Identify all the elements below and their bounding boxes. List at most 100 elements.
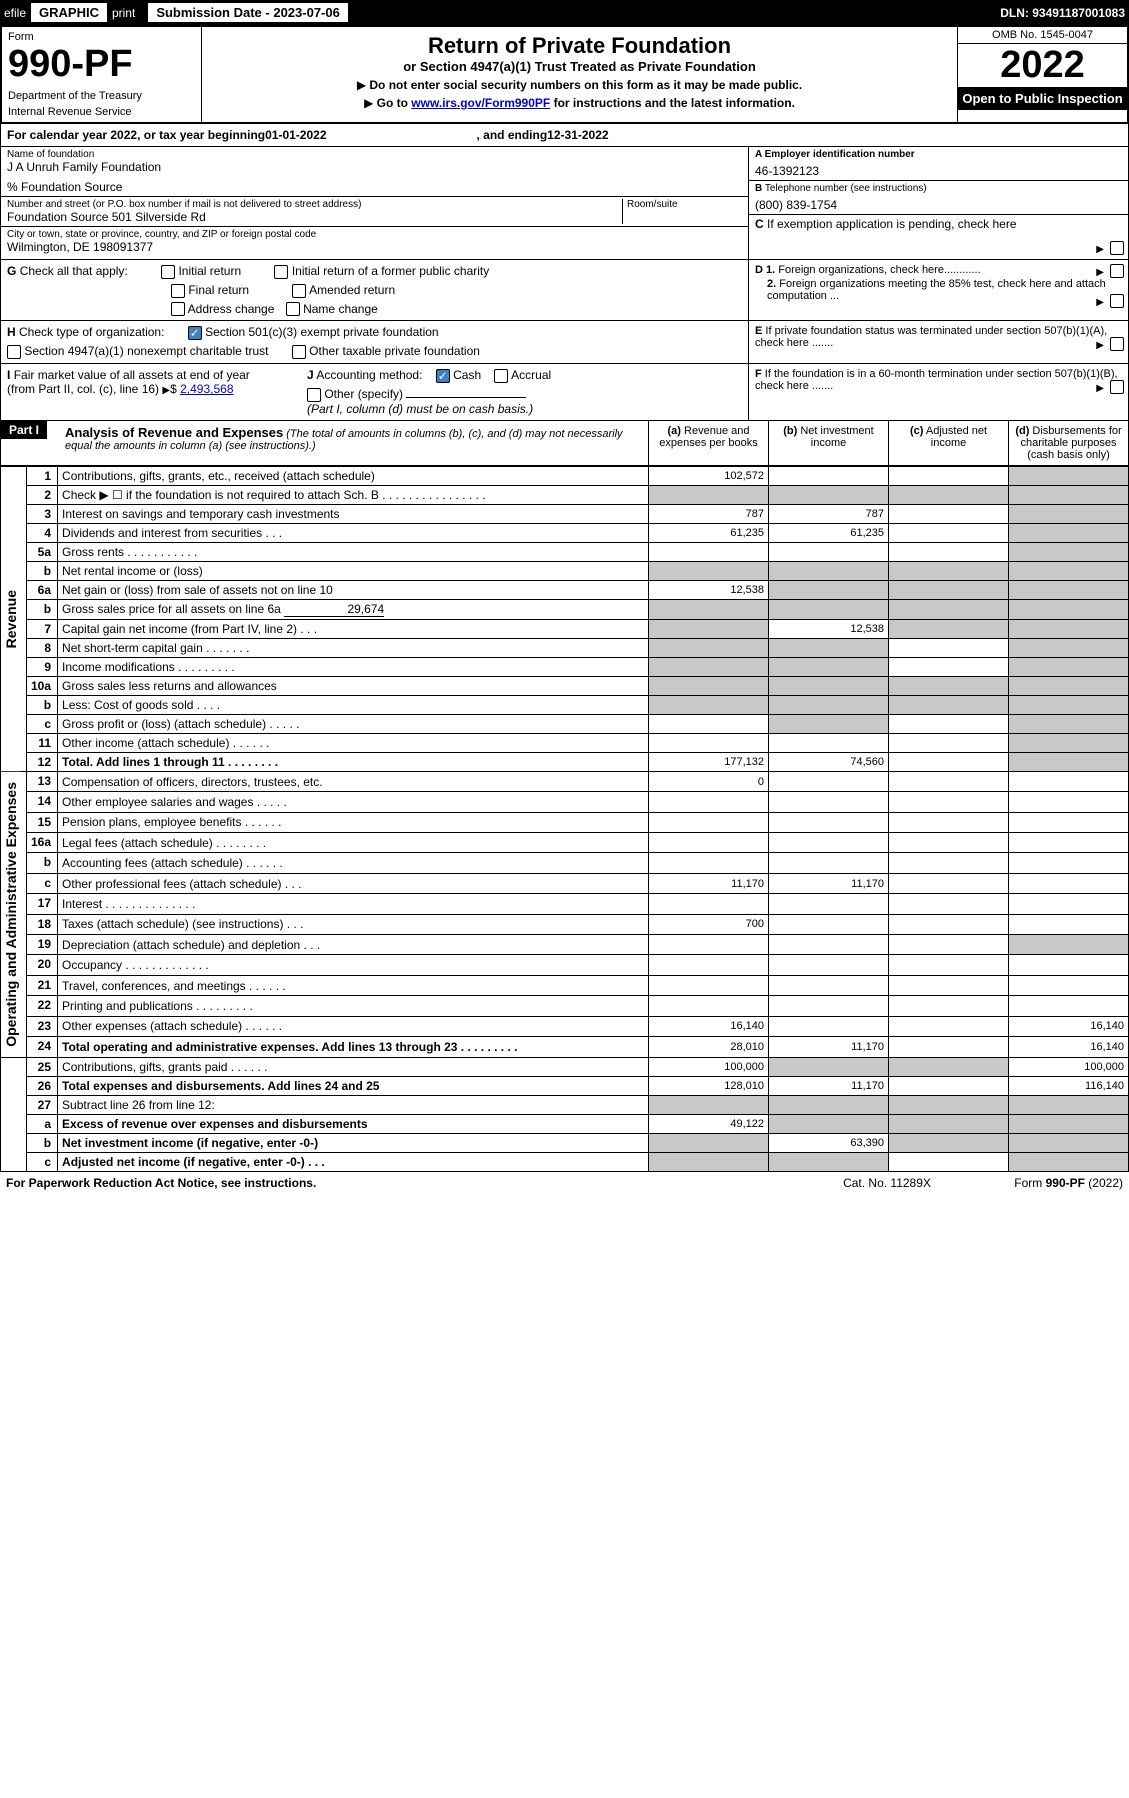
other-method-checkbox[interactable] (307, 388, 321, 402)
amended-return-checkbox[interactable] (292, 284, 306, 298)
value-cell-a (649, 812, 769, 832)
value-cell-d: 16,140 (1009, 1037, 1129, 1058)
c-letter: C (755, 217, 764, 231)
line-description: Other employee salaries and wages . . . … (58, 792, 649, 812)
table-row: 3Interest on savings and temporary cash … (1, 504, 1129, 523)
dln-value: 93491187001083 (1032, 6, 1125, 20)
foreign-85-checkbox[interactable] (1110, 294, 1124, 308)
foreign-org-checkbox[interactable] (1110, 264, 1124, 278)
value-cell-d (1009, 733, 1129, 752)
value-cell-c (889, 695, 1009, 714)
value-cell-a (649, 935, 769, 955)
501c3-checkbox[interactable] (188, 326, 202, 340)
status-terminated-checkbox[interactable] (1110, 337, 1124, 351)
table-row: 9Income modifications . . . . . . . . . (1, 657, 1129, 676)
value-cell-c (889, 1037, 1009, 1058)
value-cell-c (889, 996, 1009, 1016)
value-cell-c (889, 638, 1009, 657)
inst-tail: for instructions and the latest informat… (550, 96, 795, 110)
value-cell-c (889, 914, 1009, 934)
4947-checkbox[interactable] (7, 345, 21, 359)
line-number: 3 (27, 504, 58, 523)
initial-former-checkbox[interactable] (274, 265, 288, 279)
value-cell-b (769, 695, 889, 714)
final-return-checkbox[interactable] (171, 284, 185, 298)
paperwork-notice: For Paperwork Reduction Act Notice, see … (6, 1176, 316, 1190)
form-number: 990-PF (8, 43, 195, 86)
i-letter: I (7, 368, 10, 382)
other-method-label: Other (specify) (324, 387, 403, 401)
exemption-pending-checkbox[interactable] (1110, 241, 1124, 255)
form990pf-link[interactable]: www.irs.gov/Form990PF (411, 96, 550, 110)
table-row: 7Capital gain net income (from Part IV, … (1, 619, 1129, 638)
value-cell-b (769, 599, 889, 619)
value-cell-b: 61,235 (769, 523, 889, 542)
line-number: 24 (27, 1037, 58, 1058)
line-number: 11 (27, 733, 58, 752)
fmv-link[interactable]: 2,493,568 (180, 382, 233, 396)
h-letter: H (7, 325, 16, 339)
60month-checkbox[interactable] (1110, 380, 1124, 394)
value-cell-b (769, 638, 889, 657)
line-number: 10a (27, 676, 58, 695)
g-text: Check all that apply: (20, 264, 128, 278)
address-change-label: Address change (188, 302, 275, 316)
part1-title: Analysis of Revenue and Expenses (65, 425, 283, 440)
accrual-checkbox[interactable] (494, 369, 508, 383)
graphic-button[interactable]: GRAPHIC (30, 2, 108, 23)
cash-checkbox[interactable] (436, 369, 450, 383)
table-row: 4Dividends and interest from securities … (1, 523, 1129, 542)
line-description: Capital gain net income (from Part IV, l… (58, 619, 649, 638)
dept-treasury: Department of the Treasury (8, 90, 195, 102)
line-description: Gross rents . . . . . . . . . . . (58, 542, 649, 561)
footer-form: 990-PF (1046, 1176, 1085, 1190)
value-cell-b (769, 733, 889, 752)
value-cell-a: 177,132 (649, 752, 769, 771)
table-row: Operating and Administrative Expenses13C… (1, 771, 1129, 791)
address-change-checkbox[interactable] (171, 302, 185, 316)
value-cell-b (769, 1114, 889, 1133)
line-number: 22 (27, 996, 58, 1016)
table-row: 6aNet gain or (loss) from sale of assets… (1, 580, 1129, 599)
table-row: 12Total. Add lines 1 through 11 . . . . … (1, 752, 1129, 771)
line-description: Printing and publications . . . . . . . … (58, 996, 649, 1016)
line-description: Total expenses and disbursements. Add li… (58, 1076, 649, 1095)
line-number: 26 (27, 1076, 58, 1095)
value-cell-b (769, 657, 889, 676)
value-cell-c (889, 657, 1009, 676)
d1-text: Foreign organizations, check here.......… (778, 264, 980, 276)
j-text: Accounting method: (316, 368, 422, 382)
value-cell-c (889, 676, 1009, 695)
form-subtitle: or Section 4947(a)(1) Trust Treated as P… (208, 59, 951, 74)
col-a-letter: (a) (668, 425, 681, 437)
other-taxable-checkbox[interactable] (292, 345, 306, 359)
line-number: 7 (27, 619, 58, 638)
col-d-letter: (d) (1015, 425, 1029, 437)
line-number: 23 (27, 1016, 58, 1036)
value-cell-d (1009, 580, 1129, 599)
value-cell-a: 102,572 (649, 466, 769, 485)
line-description: Net investment income (if negative, ente… (58, 1133, 649, 1152)
print-label: print (112, 6, 135, 20)
line-number: 19 (27, 935, 58, 955)
table-row: 16aLegal fees (attach schedule) . . . . … (1, 833, 1129, 853)
value-cell-d (1009, 853, 1129, 873)
line-description: Other income (attach schedule) . . . . .… (58, 733, 649, 752)
value-cell-d (1009, 996, 1129, 1016)
table-row: 21Travel, conferences, and meetings . . … (1, 975, 1129, 995)
name-change-checkbox[interactable] (286, 302, 300, 316)
line-number: 5a (27, 542, 58, 561)
value-cell-a (649, 714, 769, 733)
value-cell-c (889, 1152, 1009, 1171)
value-cell-a (649, 695, 769, 714)
tel-letter: B (755, 183, 762, 194)
line-number: c (27, 1152, 58, 1171)
value-cell-b (769, 975, 889, 995)
initial-return-checkbox[interactable] (161, 265, 175, 279)
value-cell-c (889, 1057, 1009, 1076)
table-row: 24Total operating and administrative exp… (1, 1037, 1129, 1058)
value-cell-b (769, 914, 889, 934)
tax-year-end: 12-31-2022 (547, 128, 608, 142)
table-row: 19Depreciation (attach schedule) and dep… (1, 935, 1129, 955)
value-cell-a (649, 638, 769, 657)
